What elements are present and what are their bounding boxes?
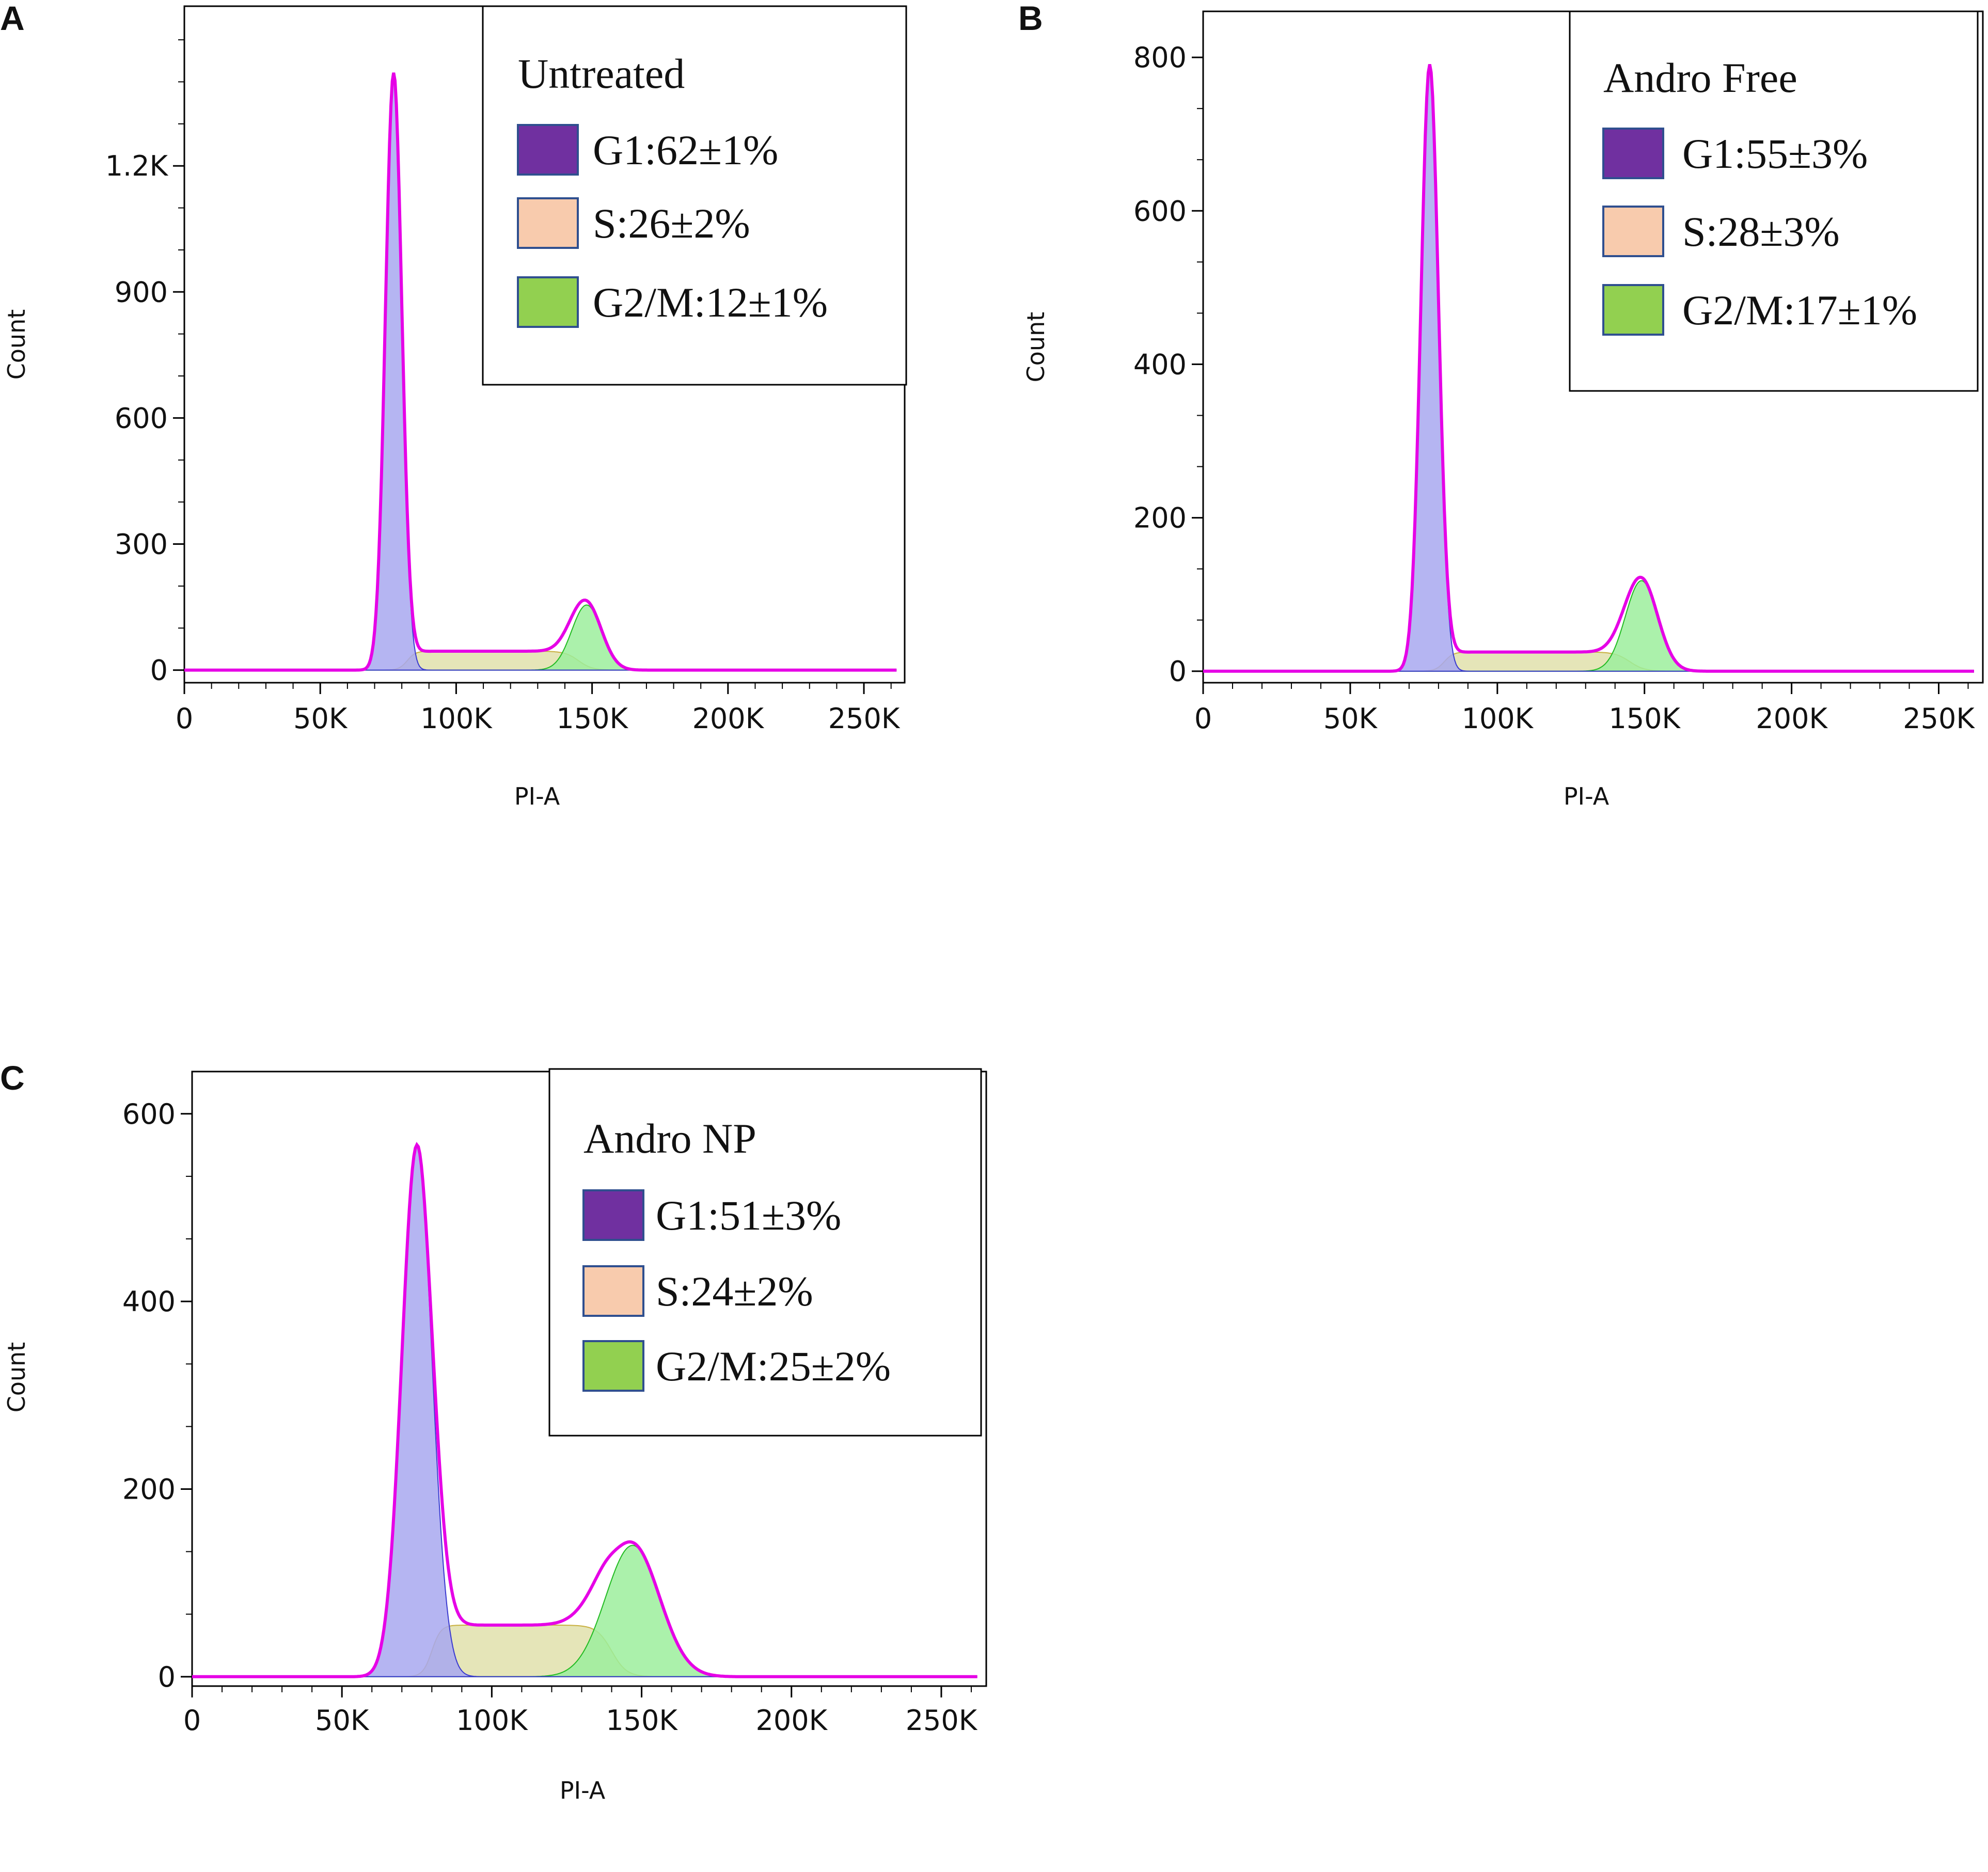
panel-letter: A <box>0 0 25 37</box>
x-axis-title: PI-A <box>1564 782 1610 810</box>
legend-swatch <box>517 124 579 176</box>
x-tick-label: 0 <box>176 702 193 735</box>
legend: Andro NP G1:51±3% S:24±2% G2/M:25±2% <box>548 1068 982 1437</box>
x-tick-label: 50K <box>1323 702 1378 735</box>
x-tick-label: 250K <box>1903 702 1975 735</box>
legend-swatch <box>582 1340 644 1392</box>
x-axis-title: PI-A <box>514 782 560 810</box>
y-axis-title: Count <box>3 309 30 380</box>
x-tick-label: 50K <box>315 1704 370 1737</box>
model-fit-line <box>184 72 897 672</box>
x-tick-label: 150K <box>556 702 628 735</box>
legend-swatch <box>582 1265 644 1317</box>
legend-label: S:26±2% <box>593 200 750 247</box>
y-tick-label: 900 <box>115 276 168 308</box>
x-tick-label: 100K <box>456 1704 528 1737</box>
x-tick-label: 250K <box>828 702 901 735</box>
legend-label: S:28±3% <box>1682 208 1840 255</box>
x-tick-label: 200K <box>1756 702 1828 735</box>
model-fit-line <box>1203 64 1974 673</box>
legend-label: G1:51±3% <box>656 1192 841 1239</box>
y-tick-label: 800 <box>1133 41 1187 74</box>
y-axis-title: Count <box>3 1342 30 1413</box>
legend-label: G1:62±1% <box>593 127 778 174</box>
panel-c: C 0 50K 100K 150K 200K 250K 0 200 400 600 PI-A Count… <box>0 1059 987 1804</box>
legend-label: S:24±2% <box>656 1268 813 1315</box>
s-phase-area <box>293 651 728 671</box>
legend-title: Andro NP <box>583 1115 756 1162</box>
s-phase-area <box>1320 651 1792 672</box>
panel-a: A 0 50K 100K 150K 200K 250K 0 300 600 900 1.2K PI-A C… <box>0 0 907 810</box>
legend-label: G2/M:25±2% <box>656 1343 891 1390</box>
legend: Andro Free G1:55±3% S:28±3% G2/M:17±1% <box>1569 10 1979 392</box>
x-tick-label: 0 <box>1194 702 1212 735</box>
y-axis-title: Count <box>1022 312 1050 383</box>
y-tick-label: 0 <box>1169 655 1187 688</box>
x-tick-label: 0 <box>183 1704 201 1737</box>
x-tick-label: 250K <box>906 1704 978 1737</box>
x-tick-label: 200K <box>692 702 765 735</box>
y-tick-label: 0 <box>158 1661 176 1693</box>
legend-label: G2/M:17±1% <box>1682 287 1917 334</box>
x-tick-label: 150K <box>1608 702 1681 735</box>
legend-title: Andro Free <box>1603 54 1797 101</box>
legend-swatch <box>517 276 579 328</box>
legend-swatch <box>1602 128 1664 179</box>
y-tick-label: 400 <box>122 1285 176 1318</box>
y-tick-label: 1.2K <box>105 150 169 182</box>
panel-letter: B <box>1018 0 1043 37</box>
x-tick-label: 200K <box>756 1704 828 1737</box>
x-tick-label: 100K <box>420 702 493 735</box>
legend-swatch <box>582 1189 644 1241</box>
legend-title: Untreated <box>518 50 685 97</box>
legend-label: G1:55±3% <box>1682 130 1868 177</box>
y-tick-label: 400 <box>1133 348 1187 381</box>
x-axis-title: PI-A <box>560 1776 606 1804</box>
legend-label: G2/M:12±1% <box>593 279 828 326</box>
panel-b: B 0 50K 100K 150K 200K 250K 0 200 400 600 800 PI-A Co… <box>1018 0 1984 810</box>
y-tick-label: 600 <box>115 402 168 434</box>
y-tick-label: 300 <box>115 528 168 560</box>
legend-swatch <box>1602 284 1664 336</box>
legend-swatch <box>1602 206 1664 257</box>
x-tick-label: 100K <box>1462 702 1534 735</box>
legend: Untreated G1:62±1% S:26±2% G2/M:12±1% <box>482 5 907 386</box>
y-tick-label: 600 <box>1133 195 1187 227</box>
panel-letter: C <box>0 1059 25 1097</box>
y-tick-label: 600 <box>122 1098 176 1130</box>
y-tick-label: 200 <box>1133 502 1187 534</box>
legend-swatch <box>517 197 579 249</box>
x-tick-label: 150K <box>606 1704 678 1737</box>
y-tick-label: 0 <box>150 654 168 687</box>
x-tick-label: 50K <box>293 702 348 735</box>
model-fit-line <box>192 1142 977 1678</box>
y-tick-label: 200 <box>122 1473 176 1505</box>
